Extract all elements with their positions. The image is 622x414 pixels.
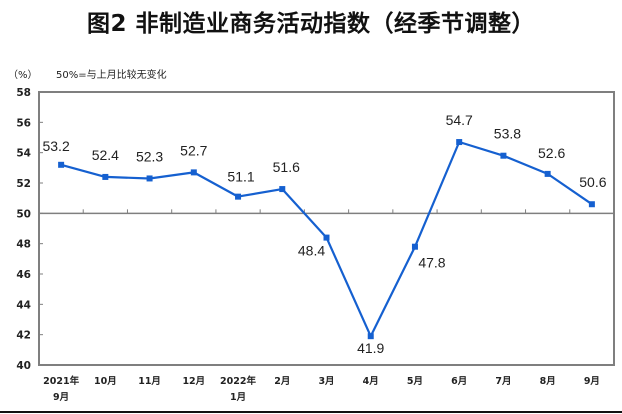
y-tick-label: 50: [16, 208, 31, 220]
data-point-marker: [367, 333, 374, 340]
data-value-label: 51.1: [227, 169, 254, 185]
data-point-marker: [279, 186, 286, 193]
x-tick-label: 4月: [363, 376, 379, 387]
y-axis: 40 42 44 46 48 50 52 54 56 58: [16, 87, 43, 372]
x-tick-label: 5月: [407, 376, 423, 387]
data-value-label: 52.4: [92, 147, 119, 163]
data-value-label: 52.7: [180, 142, 207, 158]
series-line: [58, 139, 595, 340]
data-point-marker: [588, 201, 595, 208]
data-value-label: 48.4: [298, 243, 325, 259]
x-tick-label: 2月: [274, 376, 290, 387]
y-tick-label: 42: [16, 330, 31, 342]
x-tick-label: 8月: [540, 376, 556, 387]
x-tick-label: 3月: [318, 376, 334, 387]
plot-frame: [38, 91, 615, 366]
data-value-label: 52.6: [538, 145, 565, 161]
y-tick-label: 40: [16, 360, 31, 372]
y-tick-label: 54: [16, 148, 31, 160]
data-point-marker: [544, 170, 551, 177]
data-point-marker: [146, 175, 153, 182]
y-tick-label: 58: [16, 87, 31, 99]
data-point-marker: [411, 243, 418, 250]
x-tick-label: 9月: [584, 376, 600, 387]
data-value-label: 53.8: [494, 126, 521, 142]
data-point-marker: [500, 152, 507, 159]
x-tick-label: 2022年 1月: [220, 375, 256, 403]
data-labels: 53.2 52.4 52.3 52.7 51.1 51.6 48.4 41.9 47.8 54.7…: [42, 112, 606, 356]
x-axis: 2021年 9月 10月 11月 12月 2022年 1月 2月 3月 4月 5月 6月 7月 8月 9月: [39, 209, 614, 403]
x-tick-label: 6月: [451, 376, 467, 387]
data-point-marker: [323, 234, 330, 241]
chart-title: 图2 非制造业商务活动指数（经季节调整）: [86, 11, 535, 37]
data-value-label: 53.2: [42, 138, 69, 154]
y-tick-label: 52: [16, 178, 31, 190]
y-tick-label: 56: [16, 117, 31, 129]
y-tick-label: 46: [16, 269, 31, 281]
x-tick-label: 11月: [138, 376, 161, 387]
x-tick-label: 10月: [94, 376, 117, 387]
data-value-label: 51.6: [273, 159, 300, 175]
plot-area-border: [38, 91, 615, 366]
x-tick-label: 2021年 9月: [43, 375, 79, 403]
y-tick-label: 44: [16, 299, 31, 311]
y-tick-label: 48: [16, 239, 31, 251]
data-value-label: 54.7: [446, 112, 473, 128]
data-value-label: 50.6: [579, 174, 606, 190]
data-point-marker: [190, 169, 197, 176]
data-value-label: 47.8: [418, 255, 445, 271]
data-point-marker: [456, 139, 463, 146]
x-tick-label: 7月: [495, 376, 511, 387]
data-point-marker: [235, 193, 242, 200]
bottom-divider: [0, 411, 622, 413]
data-point-marker: [58, 161, 65, 168]
data-point-marker: [102, 173, 109, 180]
x-tick-label: 12月: [182, 376, 205, 387]
data-value-label: 41.9: [357, 340, 384, 356]
reference-note: 50%=与上月比较无变化: [56, 70, 167, 81]
data-value-label: 52.3: [136, 148, 163, 164]
y-axis-unit-label: （%）: [8, 70, 38, 81]
